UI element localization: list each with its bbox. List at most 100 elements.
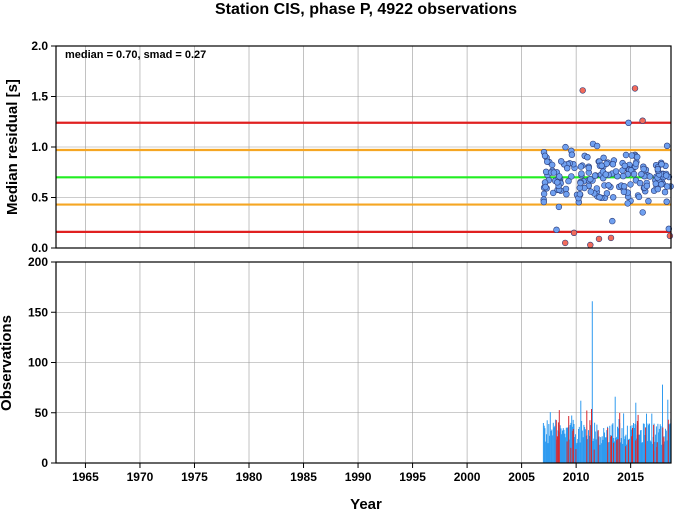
- scatter-point: [600, 154, 607, 162]
- scatter-point: [553, 226, 560, 234]
- scatter-point: [554, 179, 561, 186]
- scatter-point: [658, 161, 665, 168]
- scatter-point: [587, 188, 594, 195]
- scatter-point: [568, 173, 575, 180]
- scatter-point: [550, 169, 558, 176]
- top-y-tick-label: 2.0: [31, 39, 48, 53]
- scatter-point: [662, 172, 670, 179]
- outlier-point: [587, 241, 594, 249]
- scatter-point: [563, 165, 571, 172]
- scatter-point: [541, 152, 549, 160]
- scatter-point: [562, 143, 569, 151]
- outlier-point: [607, 234, 615, 242]
- top-y-axis-label: Median residual [s]: [4, 79, 21, 215]
- scatter-points: [540, 85, 674, 249]
- scatter-point: [663, 183, 671, 190]
- scatter-point: [620, 183, 628, 190]
- outlier-point: [631, 85, 639, 92]
- x-tick-label: 1965: [72, 470, 99, 484]
- bottom-y-tick-label: 200: [28, 255, 48, 269]
- x-tick-label: 2005: [508, 470, 535, 484]
- chart-title: Station CIS, phase P, 4922 observations: [215, 1, 517, 18]
- scatter-point: [548, 161, 556, 169]
- scatter-point: [565, 177, 572, 185]
- scatter-point: [605, 182, 612, 189]
- scatter-point: [665, 225, 672, 233]
- outlier-point: [561, 239, 569, 247]
- scatter-point: [540, 190, 548, 198]
- scatter-point: [562, 185, 570, 193]
- bottom-y-tick-label: 150: [28, 305, 48, 319]
- scatter-point: [638, 171, 645, 178]
- x-tick-label: 1970: [127, 470, 154, 484]
- scatter-point: [602, 171, 609, 178]
- bottom-y-axis-label: Observations: [0, 315, 15, 411]
- top-y-tick-label: 1.5: [31, 90, 48, 104]
- x-tick-label: 1990: [345, 470, 372, 484]
- scatter-point: [568, 151, 576, 158]
- scatter-point: [556, 173, 563, 180]
- scatter-point: [630, 170, 638, 178]
- scatter-point: [596, 194, 603, 201]
- scatter-point: [646, 173, 654, 180]
- scatter-point: [593, 142, 601, 150]
- bottom-panel: 0 50 100 150 200 1965 1970 1975 1980 1985 1990 199…: [0, 255, 672, 511]
- scatter-point: [598, 162, 605, 169]
- top-y-tick-label: 0.0: [31, 241, 48, 255]
- scatter-point: [584, 154, 591, 161]
- scatter-point: [636, 179, 644, 187]
- scatter-point: [576, 191, 584, 198]
- scatter-point: [635, 193, 643, 201]
- scatter-point: [632, 160, 640, 167]
- scatter-point: [658, 181, 665, 188]
- scatter-point: [585, 164, 592, 172]
- scatter-point: [612, 168, 620, 175]
- x-tick-label: 1975: [181, 470, 208, 484]
- scatter-point: [645, 197, 652, 205]
- scatter-point: [620, 188, 628, 196]
- scatter-point: [663, 198, 670, 205]
- top-y-ticks: 0.0 0.5 1.0 1.5 2.0: [31, 39, 56, 255]
- scatter-point: [625, 119, 632, 127]
- x-ticks: 1965 1970 1975 1980 1985 1990 1995 2000 2005 2010…: [72, 463, 644, 484]
- x-tick-label: 2010: [563, 470, 590, 484]
- outlier-point: [570, 229, 578, 237]
- scatter-point: [555, 203, 563, 211]
- bottom-y-tick-label: 50: [35, 406, 49, 420]
- scatter-point: [640, 165, 647, 173]
- scatter-point: [619, 172, 627, 180]
- outlier-point: [666, 232, 674, 240]
- x-tick-label: 1995: [399, 470, 426, 484]
- outlier-point: [579, 87, 586, 94]
- scatter-point: [587, 176, 594, 183]
- scatter-point: [591, 172, 599, 179]
- scatter-point: [593, 185, 600, 192]
- scatter-point: [654, 166, 661, 173]
- scatter-point: [577, 163, 585, 170]
- scatter-point: [609, 161, 617, 168]
- scatter-point: [549, 189, 557, 197]
- outlier-point: [639, 117, 646, 124]
- scatter-point: [621, 162, 628, 170]
- x-tick-label: 2000: [454, 470, 481, 484]
- scatter-point: [627, 181, 634, 188]
- scatter-point: [628, 152, 635, 159]
- top-y-tick-label: 1.0: [31, 140, 48, 154]
- scatter-point: [652, 180, 659, 187]
- scatter-point: [624, 200, 631, 207]
- scatter-point: [639, 209, 646, 216]
- scatter-point: [563, 191, 570, 198]
- observation-bars: [542, 301, 672, 463]
- bottom-y-tick-label: 0: [41, 456, 48, 470]
- x-tick-label: 1985: [290, 470, 317, 484]
- scatter-point: [603, 190, 611, 197]
- x-axis-label: Year: [350, 496, 382, 511]
- outlier-point: [595, 235, 603, 243]
- x-tick-label: 2015: [617, 470, 644, 484]
- scatter-point: [577, 179, 584, 187]
- scatter-point: [663, 142, 671, 150]
- top-panel: 0.0 0.5 1.0 1.5 2.0 median = 0.70, smad = 0.…: [4, 39, 674, 255]
- scatter-point: [542, 183, 549, 191]
- x-tick-label: 1980: [236, 470, 263, 484]
- scatter-point: [543, 158, 551, 165]
